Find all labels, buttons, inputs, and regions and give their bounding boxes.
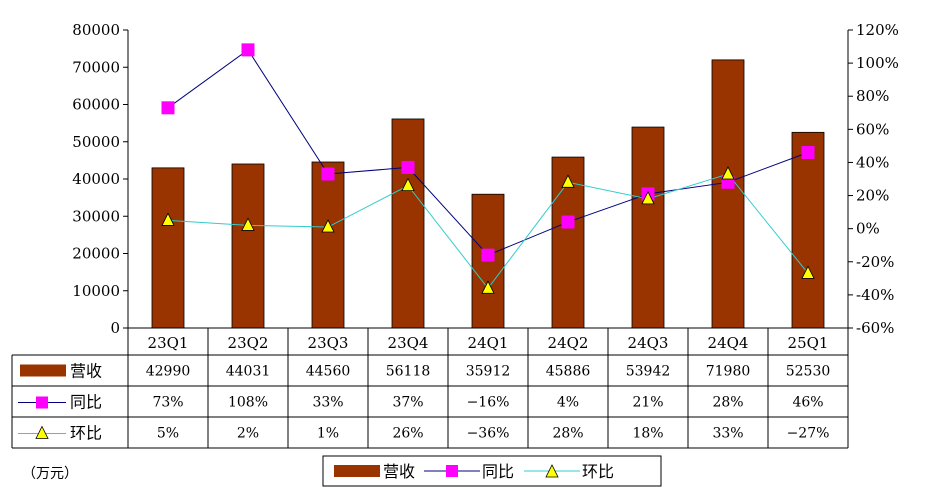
table-cell: 37% [392, 395, 423, 411]
table-key-qoq-marker [35, 425, 49, 439]
y-left-tick-label: 40000 [72, 170, 120, 188]
table-cell: 28% [712, 395, 743, 411]
qoq-point-23Q4 [401, 177, 415, 192]
y-right-tick-label: -20% [856, 253, 894, 271]
table-cell: 26% [392, 426, 423, 442]
table-cell: 56118 [386, 364, 431, 380]
table-cell: 108% [228, 395, 268, 411]
y-left-tick-label: 30000 [72, 207, 120, 225]
table-cell: −16% [467, 395, 510, 411]
yoy-point-24Q2 [561, 215, 575, 229]
qoq-point-23Q1 [161, 212, 175, 226]
x-tick-label: 25Q1 [788, 334, 829, 352]
table-cell: 53942 [626, 364, 671, 380]
table-cell: 33% [312, 395, 343, 411]
table-cell: 28% [552, 426, 583, 442]
legend-label: 环比 [582, 462, 614, 481]
table-key-yoy-marker [36, 396, 48, 409]
legend-key-qoq-marker [545, 464, 559, 478]
qoq-point-23Q3 [321, 219, 335, 233]
table-cell: 18% [632, 426, 663, 442]
bar-23Q1 [151, 167, 185, 329]
unit-label: （万元） [22, 466, 78, 482]
qoq-point-24Q4 [721, 166, 735, 180]
table-row-label: 同比 [70, 393, 102, 412]
qoq-point-23Q2 [241, 217, 255, 231]
y-left-tick-label: 20000 [72, 245, 120, 263]
yoy-point-23Q2 [241, 43, 255, 57]
table-cell: 46% [792, 395, 823, 411]
y-left-tick-label: 60000 [72, 96, 120, 114]
table-cell: 44560 [306, 364, 351, 380]
table-cell: 44031 [226, 364, 271, 380]
table-cell: −27% [787, 426, 830, 442]
bar-24Q3 [631, 126, 665, 329]
table-row-label: 环比 [70, 424, 102, 443]
x-tick-label: 24Q2 [548, 334, 589, 352]
table-cell: 33% [712, 426, 743, 442]
qoq-point-24Q2 [561, 174, 575, 188]
x-tick-label: 24Q1 [468, 334, 509, 352]
legend-key-yoy-marker [446, 465, 458, 477]
plot-area [151, 43, 825, 329]
legend: 营收 同比 环比 [322, 455, 662, 487]
qoq-point-25Q1 [801, 265, 815, 279]
bar-24Q4 [711, 59, 745, 329]
y-left-tick-label: 10000 [72, 282, 120, 300]
yoy-point-23Q3 [321, 167, 335, 181]
table-cell: 5% [157, 426, 179, 442]
bar-25Q1 [791, 131, 825, 329]
table-cell: 42990 [146, 364, 191, 380]
x-tick-label: 24Q4 [708, 334, 749, 352]
y-left-tick-label: 50000 [72, 133, 120, 151]
y-left-tick-label: 0 [110, 319, 120, 337]
y-left-tick-label: 70000 [72, 58, 120, 76]
data-table: 23Q1 23Q2 23Q3 23Q4 24Q1 24Q2 24Q3 24Q4 25Q1 营收 42… [11, 328, 849, 449]
table-cell: 35912 [466, 364, 511, 380]
yoy-point-23Q1 [161, 101, 175, 115]
x-tick-label: 24Q3 [628, 334, 669, 352]
x-tick-label: 23Q3 [308, 334, 349, 352]
x-tick-label: 23Q1 [148, 334, 189, 352]
y-right-tick-label: 20% [856, 187, 889, 205]
table-cell: 45886 [546, 364, 591, 380]
qoq-point-24Q3 [641, 190, 655, 205]
y-right-tick-label: 80% [856, 87, 889, 105]
axes: 0 10000 20000 30000 40000 50000 60000 70000 8000… [72, 21, 899, 337]
y-right-tick-label: 40% [856, 153, 889, 171]
yoy-point-25Q1 [801, 146, 815, 160]
y-right-tick-label: 60% [856, 120, 889, 138]
qoq-point-24Q1 [481, 280, 495, 294]
yoy-point-23Q4 [401, 160, 415, 174]
table-cell: 73% [152, 395, 183, 411]
table-cell: 71980 [706, 364, 751, 380]
y-right-tick-label: -60% [856, 319, 894, 337]
table-cell: 1% [317, 426, 339, 442]
table-cell: 2% [237, 426, 259, 442]
legend-label: 同比 [482, 462, 514, 481]
bar-23Q4 [391, 118, 425, 329]
y-right-tick-label: 0% [856, 220, 880, 238]
legend-key-revenue [334, 465, 380, 477]
bar-23Q2 [231, 163, 265, 329]
table-row-label: 营收 [70, 362, 102, 381]
legend-label: 营收 [383, 462, 415, 481]
table-cell: 4% [557, 395, 579, 411]
table-cell: 52530 [786, 364, 831, 380]
bar-23Q3 [311, 161, 345, 329]
x-tick-label: 23Q4 [388, 334, 429, 352]
y-right-tick-label: 100% [856, 54, 899, 72]
table-key-revenue [20, 364, 66, 377]
table-cell: −36% [467, 426, 510, 442]
y-left-tick-label: 80000 [72, 21, 120, 39]
table-cell: 21% [632, 395, 663, 411]
x-tick-label: 23Q2 [228, 334, 269, 352]
y-right-tick-label: -40% [856, 286, 894, 304]
yoy-point-24Q1 [481, 248, 495, 262]
y-right-tick-label: 120% [856, 21, 899, 39]
